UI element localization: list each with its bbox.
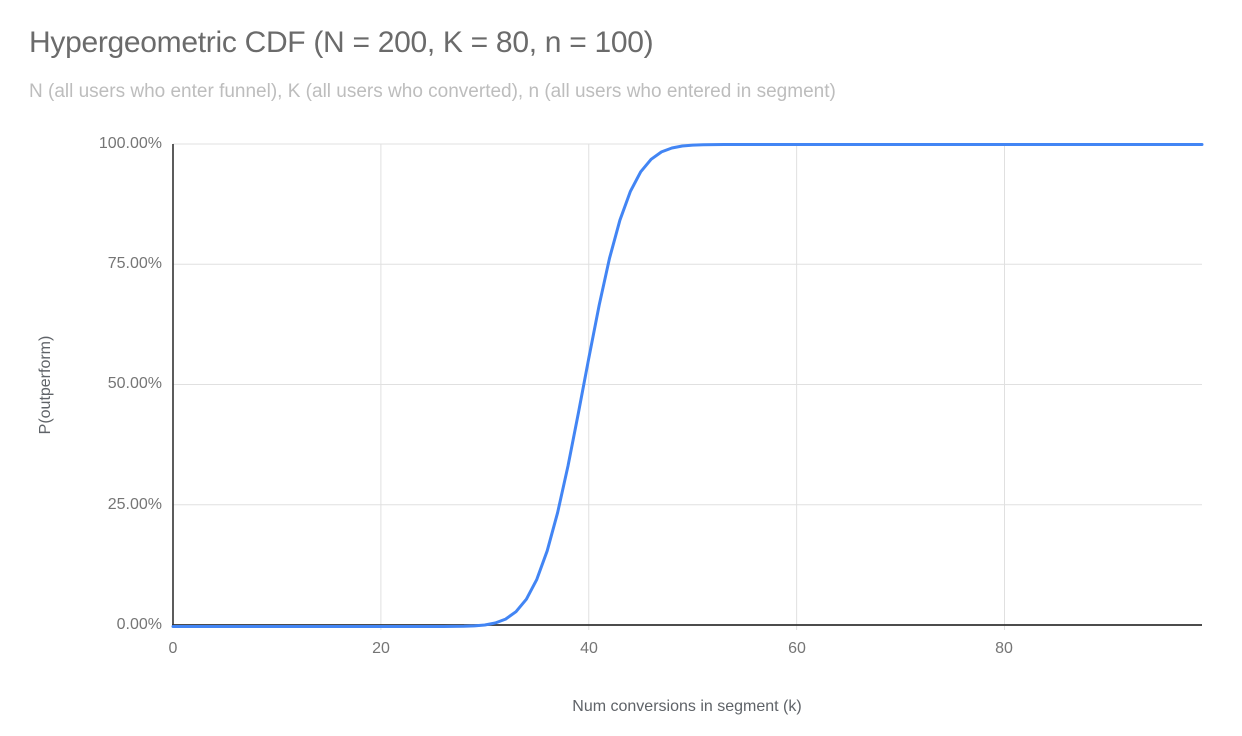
cdf-line	[171, 143, 1204, 628]
x-tick-label: 60	[788, 640, 806, 657]
y-tick-label: 100.00%	[98, 135, 162, 152]
x-axis-title: Num conversions in segment (k)	[572, 698, 802, 715]
chart-title: Hypergeometric CDF (N = 200, K = 80, n =…	[29, 26, 654, 59]
y-tick-label: 75.00%	[107, 255, 162, 272]
chart-subtitle: N (all users who enter funnel), K (all u…	[29, 81, 836, 102]
x-tick-label: 80	[995, 640, 1013, 657]
y-tick-label: 25.00%	[107, 496, 162, 513]
x-tick-label: 0	[168, 640, 178, 657]
y-tick-label: 50.00%	[107, 375, 162, 392]
y-axis-title: P(outperform)	[37, 335, 54, 435]
y-tick-label: 0.00%	[116, 616, 162, 633]
x-tick-label: 20	[372, 640, 390, 657]
x-tick-label: 40	[580, 640, 598, 657]
